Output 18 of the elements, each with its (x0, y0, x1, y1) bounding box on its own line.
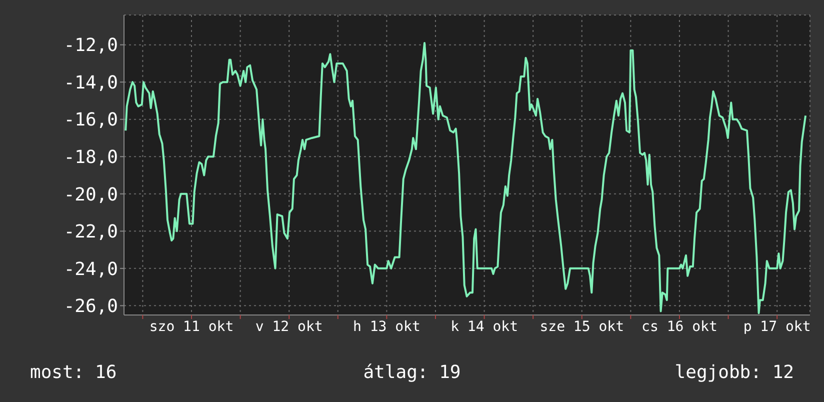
text: átlag: 19 (363, 362, 461, 383)
x-tick-label: cs 16 okt (642, 318, 718, 335)
x-tick-label: sze 15 okt (540, 318, 624, 335)
y-tick-label: -26,0 (64, 296, 118, 318)
y-tick-label: -24,0 (64, 258, 118, 280)
y-tick-label: -18,0 (64, 147, 118, 168)
y-tick-label: -16,0 (64, 110, 118, 131)
x-tick-label: h 13 okt (352, 318, 420, 335)
y-tick-label: -22,0 (64, 222, 118, 243)
x-tick-label: v 12 okt (255, 318, 323, 335)
text: most: 16 (30, 362, 117, 383)
y-tick-label: -14,0 (64, 72, 118, 94)
x-tick-label: k 14 okt (450, 318, 518, 335)
text: legjobb: 12 (674, 362, 794, 383)
y-tick-label: -20,0 (64, 184, 118, 206)
x-tick-label: szo 11 okt (149, 318, 234, 335)
y-tick-label: -12,0 (64, 35, 118, 56)
x-tick-label: p 17 okt (743, 318, 811, 335)
